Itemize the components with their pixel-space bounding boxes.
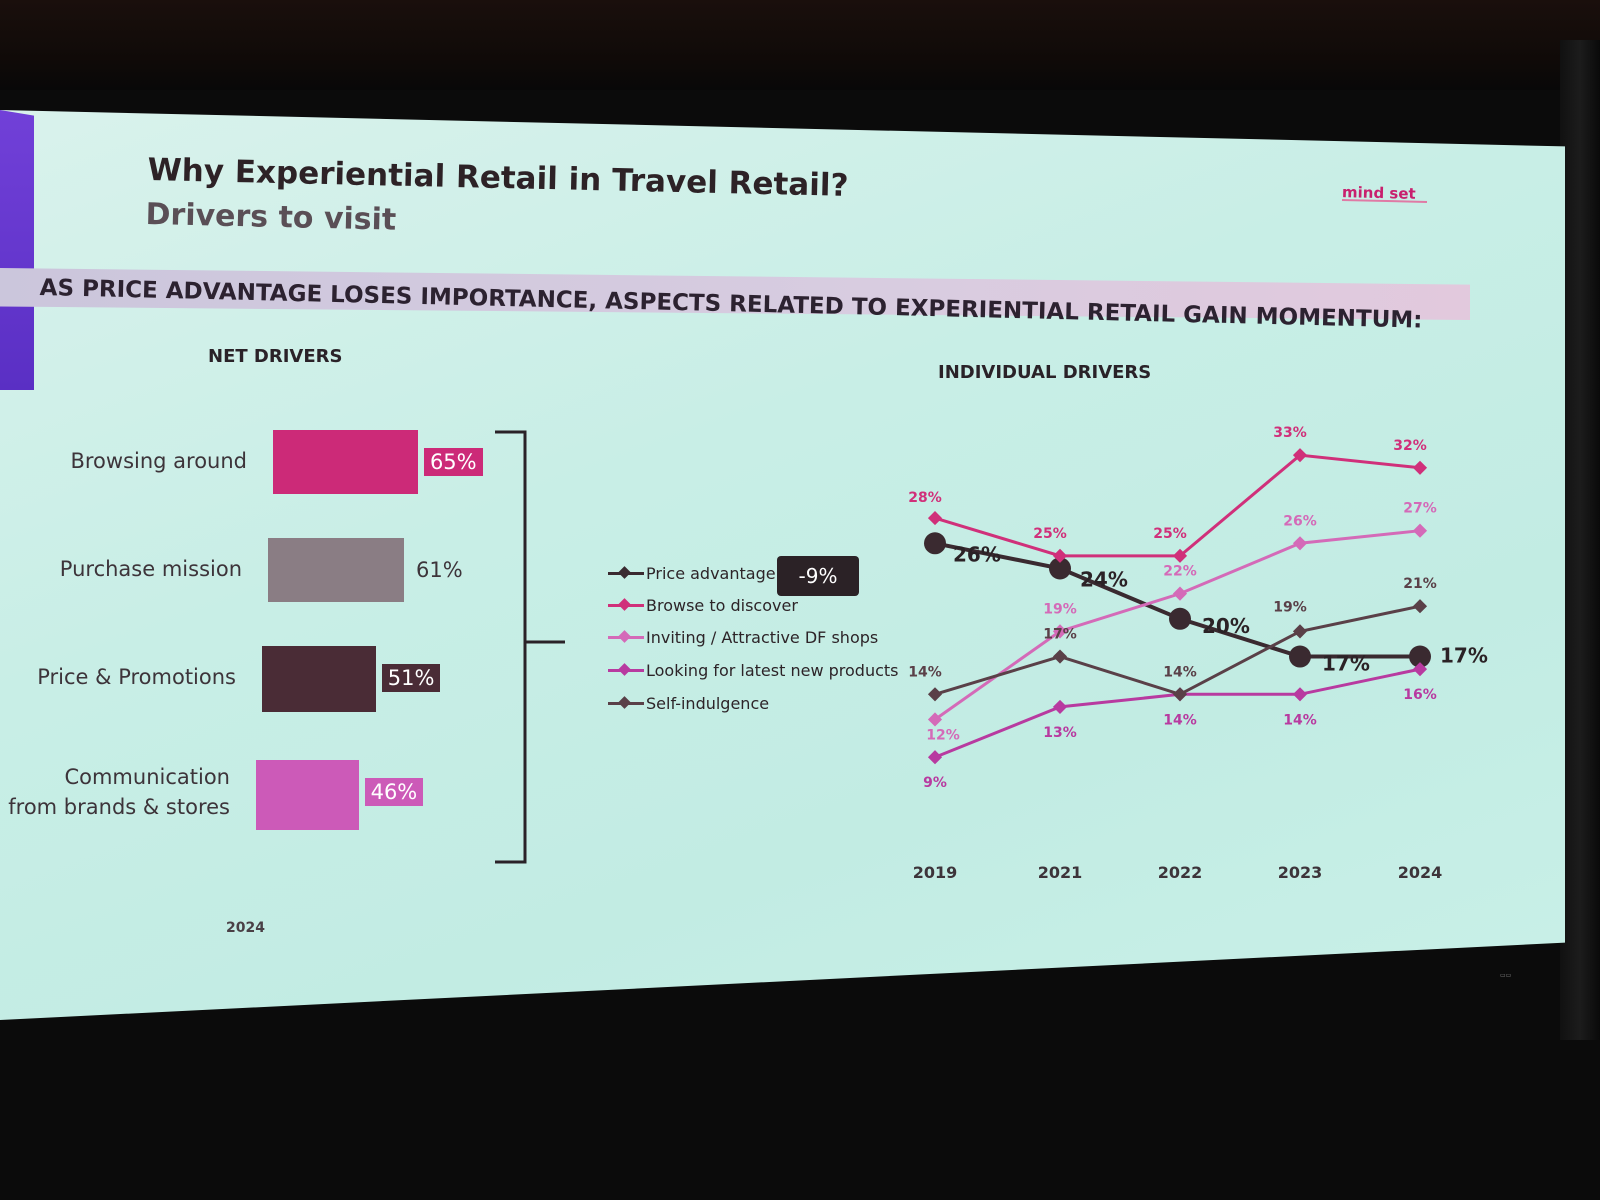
data-point — [927, 687, 943, 702]
data-label: 33% — [1273, 425, 1307, 441]
data-label: 14% — [1163, 712, 1197, 728]
data-point — [1052, 649, 1068, 664]
data-point — [1049, 557, 1071, 580]
data-point — [1292, 448, 1308, 463]
individual-drivers-title: INDIVIDUAL DRIVERS — [938, 362, 1152, 383]
data-point — [1409, 645, 1431, 668]
bar-value-label: 65% — [423, 448, 483, 476]
bar-category-label: Browsing around — [70, 446, 247, 476]
data-label: 17% — [1322, 652, 1370, 676]
data-label: 12% — [926, 727, 960, 743]
room-ceiling — [0, 0, 1600, 90]
legend-swatch — [608, 702, 644, 705]
slide-subtitle: Drivers to visit — [145, 197, 397, 238]
data-label: 17% — [1440, 644, 1488, 668]
legend-swatch — [608, 636, 644, 639]
data-point — [1169, 607, 1191, 630]
data-label: 32% — [1393, 438, 1427, 454]
data-point — [1412, 599, 1428, 614]
data-point — [1052, 548, 1068, 563]
individual-drivers-line-chart: 2019 2021 2022 2023 2024 26% 24% 20% 17% 17% 28% 25… — [908, 425, 1488, 882]
room-curtain — [1560, 40, 1600, 1040]
bar-value-label: 61% — [416, 558, 463, 582]
data-label: 24% — [1080, 567, 1128, 591]
data-point — [927, 511, 943, 526]
price-advantage-change-badge: -9% — [777, 556, 859, 596]
data-label: 26% — [953, 542, 1001, 566]
legend-item: Looking for latest new products — [608, 661, 898, 680]
data-point — [1052, 624, 1068, 639]
data-point — [1172, 586, 1188, 601]
legend-swatch — [608, 604, 644, 607]
data-label: 14% — [908, 664, 942, 680]
legend-label: Self-indulgence — [646, 694, 770, 713]
bar — [268, 538, 405, 602]
data-point — [1172, 548, 1188, 563]
x-tick-label: 2021 — [1038, 863, 1083, 882]
data-label: 16% — [1403, 687, 1437, 703]
legend-label: Looking for latest new products — [646, 661, 899, 680]
data-label: 27% — [1403, 501, 1437, 517]
bar-category-label-line: Price & Promotions — [37, 665, 236, 689]
legend-item: Price advantage — [608, 564, 776, 583]
data-point — [1292, 624, 1308, 639]
x-tick-label: 2023 — [1278, 863, 1323, 882]
screen-accent-edge — [0, 110, 34, 390]
data-point — [1292, 687, 1308, 702]
data-label: 19% — [1043, 601, 1077, 617]
data-label: 14% — [1283, 712, 1317, 728]
bar-category-label-line: Browsing around — [70, 449, 247, 473]
data-point — [1412, 662, 1428, 677]
legend-item: Browse to discover — [608, 596, 798, 615]
data-label: 21% — [1403, 576, 1437, 592]
bar-category-label-line: Purchase mission — [59, 557, 242, 581]
data-label: 14% — [1163, 664, 1197, 680]
data-label: 20% — [1202, 614, 1250, 638]
data-point — [1052, 699, 1068, 714]
legend-swatch — [608, 669, 644, 672]
bar — [273, 430, 418, 494]
bracket-connector — [495, 430, 565, 864]
legend-label: Inviting / Attractive DF shops — [646, 628, 879, 647]
data-label: 25% — [1033, 526, 1067, 542]
legend-label: Price advantage — [646, 564, 776, 583]
bar-category-label: Purchase mission — [60, 554, 242, 584]
data-point — [924, 532, 946, 555]
bar-category-label: Communication from brands & stores — [8, 762, 230, 822]
data-point — [1292, 536, 1308, 551]
data-point — [1289, 645, 1311, 668]
net-drivers-year-label: 2024 — [226, 920, 265, 936]
x-tick-label: 2024 — [1398, 863, 1443, 882]
legend-label: Browse to discover — [646, 596, 798, 615]
data-label: 25% — [1153, 526, 1187, 542]
data-point — [927, 750, 943, 765]
data-label: 9% — [923, 775, 947, 791]
bar — [256, 760, 359, 830]
bar-value-label: 51% — [381, 664, 441, 692]
legend-item: Self-indulgence — [608, 694, 769, 713]
bar-category-label: Price & Promotions — [37, 662, 236, 692]
data-label: 22% — [1163, 564, 1197, 580]
screen-brand-mark: ▭▭ — [1500, 972, 1512, 979]
bar-category-label-line: from brands & stores — [8, 795, 230, 819]
legend-swatch — [608, 572, 644, 575]
data-label: 17% — [1043, 627, 1077, 643]
x-tick-label: 2022 — [1158, 863, 1203, 882]
data-label: 26% — [1283, 513, 1317, 529]
data-label: 28% — [908, 490, 942, 506]
bar-value-label: 46% — [364, 778, 424, 806]
data-label: 19% — [1273, 599, 1307, 615]
data-point — [1412, 523, 1428, 538]
data-label: 13% — [1043, 725, 1077, 741]
bar-category-label-line: Communication — [64, 765, 230, 789]
net-drivers-title: NET DRIVERS — [208, 346, 343, 367]
bar — [262, 646, 376, 712]
data-point — [1172, 687, 1188, 702]
legend-item: Inviting / Attractive DF shops — [608, 628, 878, 647]
data-point — [1412, 460, 1428, 475]
x-tick-label: 2019 — [913, 863, 958, 882]
